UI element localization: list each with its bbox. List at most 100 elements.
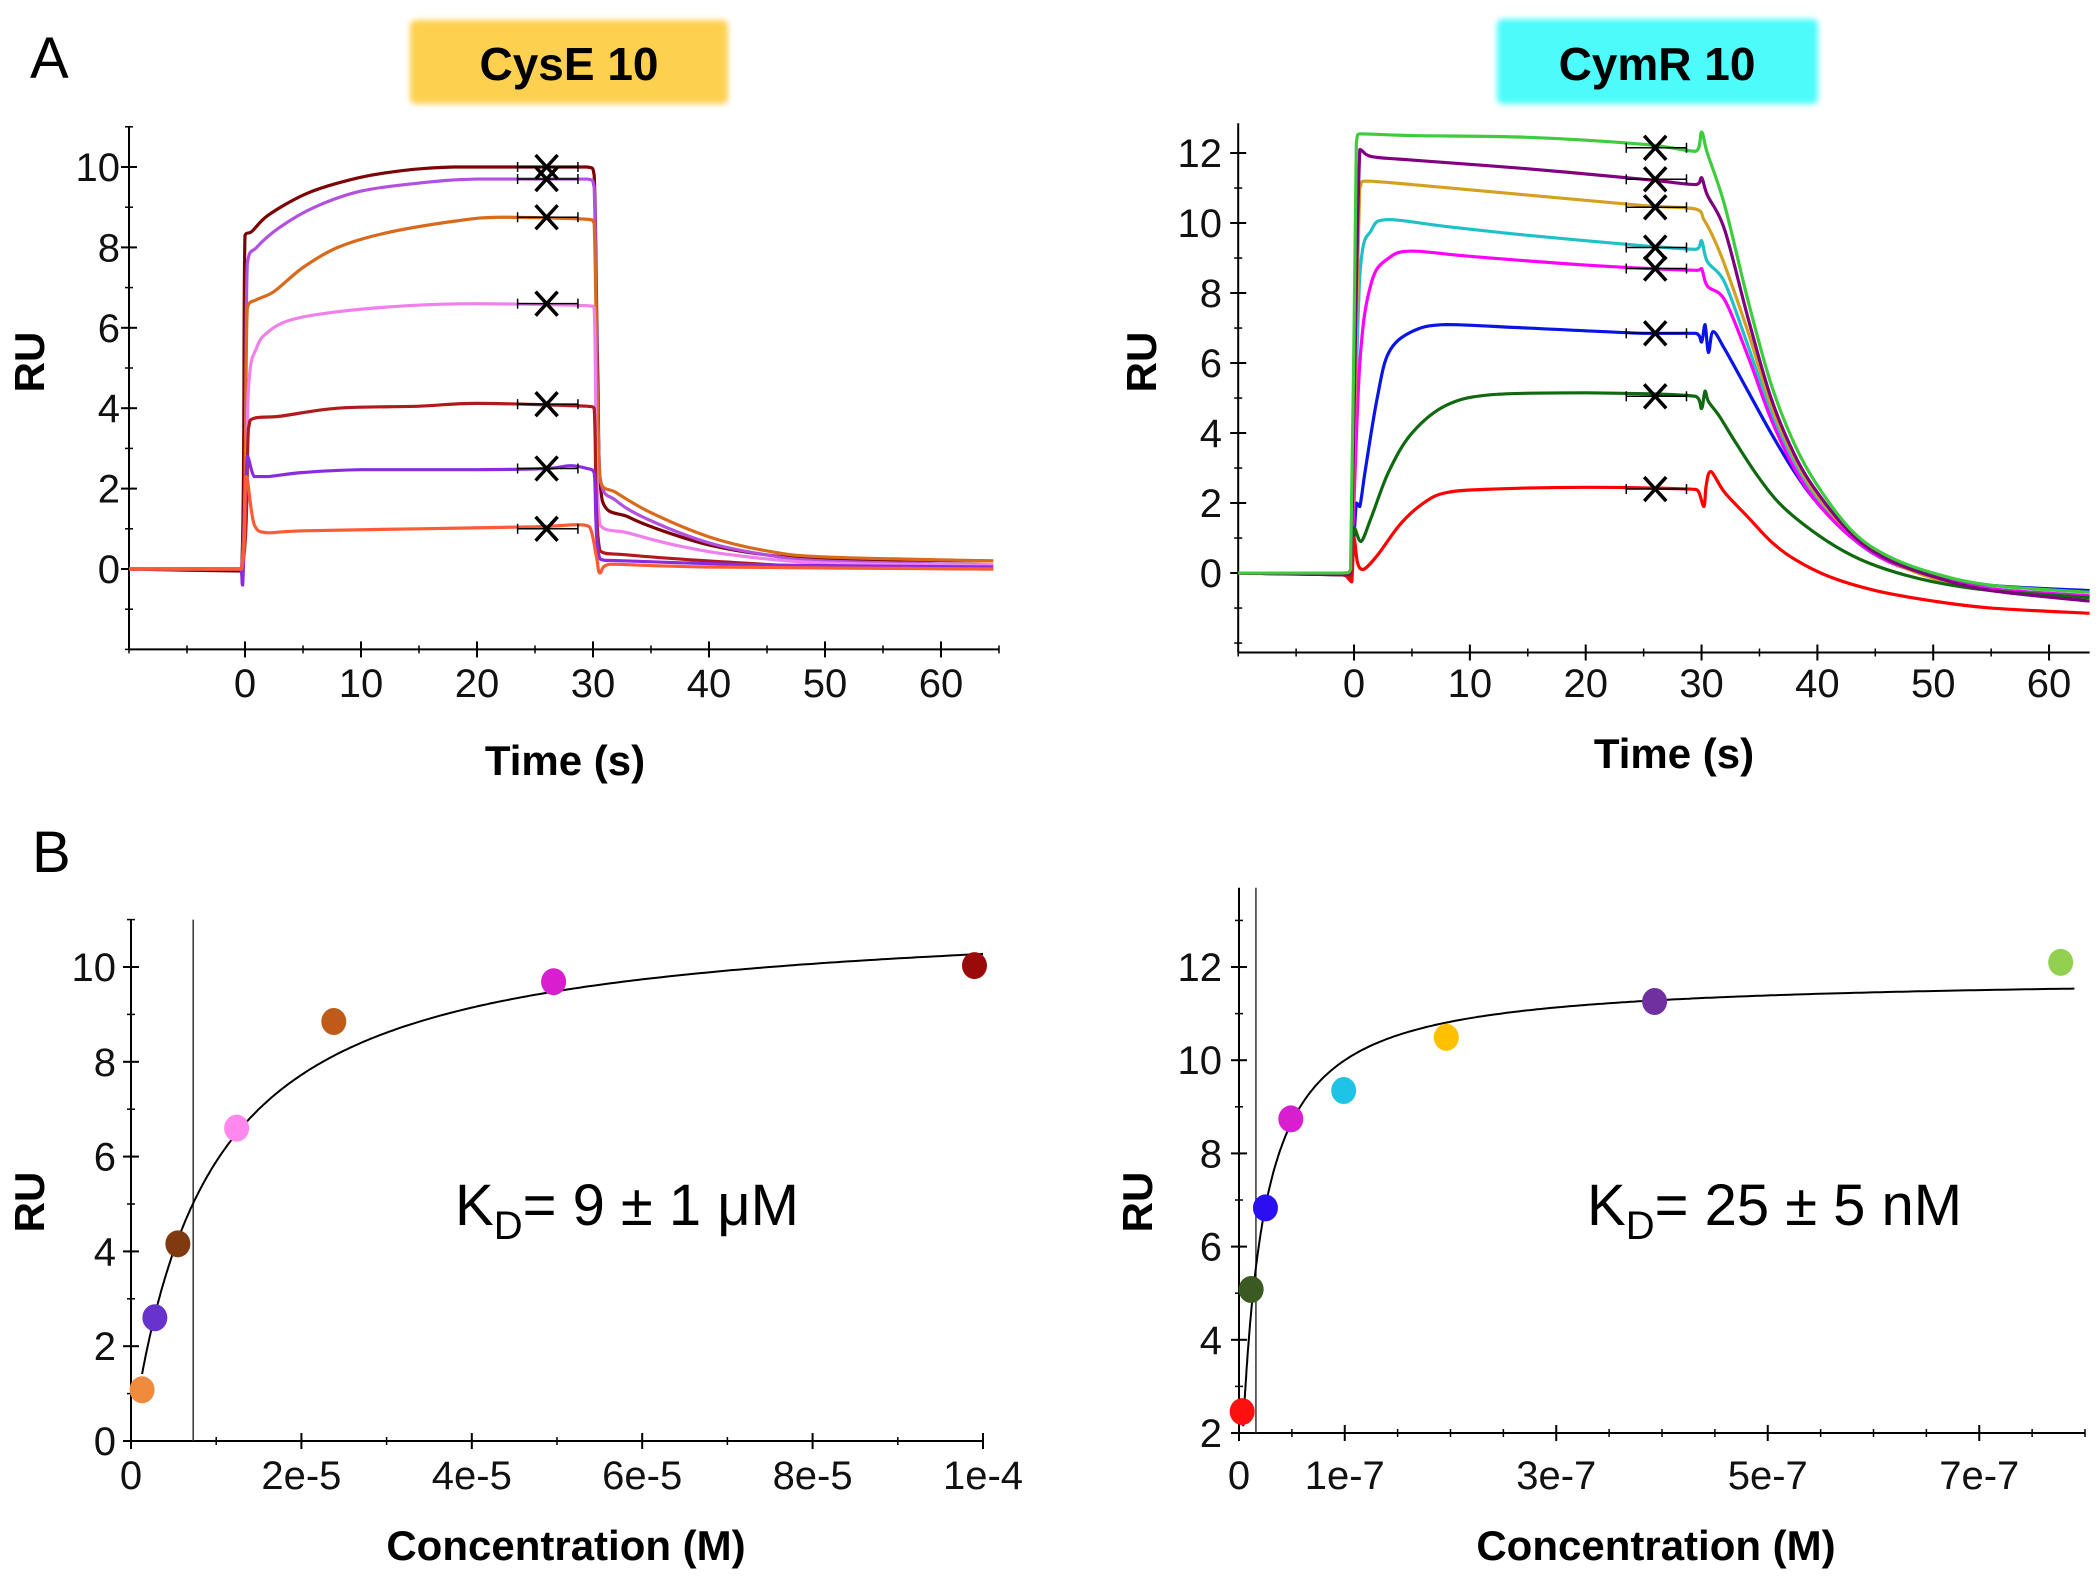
x-axis-title: Time (s) xyxy=(485,737,645,784)
x-axis-title: Time (s) xyxy=(1594,730,1754,777)
x-tick-label: 2e-5 xyxy=(261,1454,341,1498)
panel-label-a: A xyxy=(30,26,69,91)
y-tick-label: 0 xyxy=(1200,552,1222,596)
x-marker-icon xyxy=(1642,234,1668,261)
y-tick-label: 8 xyxy=(1200,1132,1222,1176)
y-tick-label: 6 xyxy=(98,307,120,351)
x-marker-icon xyxy=(534,515,559,542)
x-marker-stroke xyxy=(1642,166,1668,193)
x-tick-label: 40 xyxy=(687,662,732,706)
x-tick-label: 6e-5 xyxy=(602,1454,682,1498)
x-tick-label: 30 xyxy=(1679,662,1724,706)
y-tick-label: 4 xyxy=(1200,412,1222,456)
y-axis-title: RU xyxy=(6,1172,53,1233)
x-marker-stroke xyxy=(534,515,559,542)
x-tick-label: 10 xyxy=(1448,662,1493,706)
y-tick-label: 4 xyxy=(94,1230,116,1274)
sensorgram-trace xyxy=(129,401,994,571)
y-tick-label: 10 xyxy=(72,946,117,990)
x-tick-label: 30 xyxy=(571,662,616,706)
y-tick-label: 12 xyxy=(1178,132,1223,176)
data-point xyxy=(321,1008,347,1036)
x-marker-icon xyxy=(1642,134,1668,161)
x-marker-icon xyxy=(534,455,559,482)
x-marker-icon xyxy=(1642,194,1668,221)
sensorgram-trace xyxy=(1238,249,2090,598)
x-marker-icon xyxy=(1642,475,1668,503)
x-marker-stroke xyxy=(534,390,559,418)
x-tick-label: 0 xyxy=(120,1454,142,1498)
kd-k: K xyxy=(1587,1173,1626,1238)
x-tick-label: 5e-7 xyxy=(1728,1454,1808,1498)
x-marker-icon xyxy=(1642,320,1668,347)
y-axis-title: RU xyxy=(1118,332,1165,393)
data-point xyxy=(961,952,987,980)
data-point xyxy=(1252,1194,1278,1222)
x-tick-label: 1e-4 xyxy=(943,1454,1023,1498)
y-tick-label: 6 xyxy=(94,1136,116,1180)
y-tick-label: 4 xyxy=(1200,1319,1222,1363)
title-box-cymr-bg xyxy=(1497,19,1818,104)
x-marker-icon xyxy=(1642,166,1668,193)
x-marker-icon xyxy=(534,390,559,418)
x-tick-label: 0 xyxy=(234,662,256,706)
y-tick-label: 2 xyxy=(1200,482,1222,526)
sensorgram-trace xyxy=(129,215,994,571)
x-marker-stroke xyxy=(1642,134,1668,161)
x-tick-label: 10 xyxy=(339,662,384,706)
cyse-binding-chart: 0 2e-5 4e-5 6e-5 8e-5 1e-4 0 2 4 6 8 10 Concentratio… xyxy=(6,918,1023,1569)
x-tick-label: 4e-5 xyxy=(432,1454,512,1498)
y-tick-label: 12 xyxy=(1178,946,1223,990)
sensorgram-trace xyxy=(1238,389,2090,600)
x-marker-stroke xyxy=(1642,320,1668,347)
sensorgram-trace xyxy=(1238,322,2090,593)
kd-annotation: KD= 25 ± 5 nM xyxy=(1587,1173,1962,1248)
x-marker-stroke xyxy=(1642,255,1668,282)
x-marker-icon xyxy=(1642,255,1668,282)
sensorgram-trace xyxy=(1238,130,2090,594)
cymr-binding-chart: 0 1e-7 3e-7 5e-7 7e-7 2 4 6 8 10 12 Concentration (… xyxy=(1114,887,2086,1569)
kd-subscript: D xyxy=(1626,1204,1655,1248)
title-box-cyse-bg xyxy=(410,20,728,104)
x-marker-stroke xyxy=(534,165,559,193)
x-tick-label: 50 xyxy=(1911,662,1956,706)
y-tick-label: 0 xyxy=(94,1420,116,1464)
x-tick-label: 60 xyxy=(2027,662,2072,706)
y-tick-label: 8 xyxy=(1200,272,1222,316)
kd-k: K xyxy=(455,1173,494,1238)
x-axis-title: Concentration (M) xyxy=(1476,1522,1835,1569)
chart-title-cyse: CysE 10 xyxy=(479,38,658,90)
x-marker-stroke xyxy=(534,204,559,231)
data-point xyxy=(541,968,567,996)
y-tick-label: 2 xyxy=(98,468,120,512)
sensorgram-trace xyxy=(1238,147,2090,603)
x-tick-label: 1e-7 xyxy=(1305,1454,1385,1498)
x-marker-stroke xyxy=(534,153,559,181)
data-point xyxy=(1433,1023,1459,1051)
kd-annotation: KD= 9 ± 1 μM xyxy=(455,1173,799,1248)
data-point xyxy=(2048,948,2074,976)
data-point xyxy=(165,1230,191,1258)
y-axis-title: RU xyxy=(1114,1172,1161,1233)
x-tick-label: 60 xyxy=(919,662,964,706)
kd-value: = 25 ± 5 nM xyxy=(1655,1173,1963,1238)
x-tick-label: 20 xyxy=(455,662,500,706)
chart-title-cymr: CymR 10 xyxy=(1559,38,1756,90)
x-marker-icon xyxy=(534,204,559,231)
y-tick-label: 10 xyxy=(76,146,121,190)
title-box-cymr: CymR 10 xyxy=(1497,19,1818,104)
binding-fit-curve xyxy=(141,953,984,1375)
x-tick-label: 50 xyxy=(803,662,848,706)
data-point xyxy=(129,1376,155,1404)
y-tick-label: 0 xyxy=(98,548,120,592)
x-marker-stroke xyxy=(1642,234,1668,261)
y-tick-label: 8 xyxy=(98,226,120,270)
y-tick-label: 2 xyxy=(94,1325,116,1369)
data-point xyxy=(142,1304,168,1332)
x-marker-icon xyxy=(534,290,559,317)
sensorgram-trace xyxy=(1238,469,2090,615)
y-tick-label: 10 xyxy=(1178,1039,1223,1083)
sensorgram-trace xyxy=(129,454,994,587)
x-tick-label: 20 xyxy=(1563,662,1608,706)
x-marker-stroke xyxy=(1642,383,1668,410)
